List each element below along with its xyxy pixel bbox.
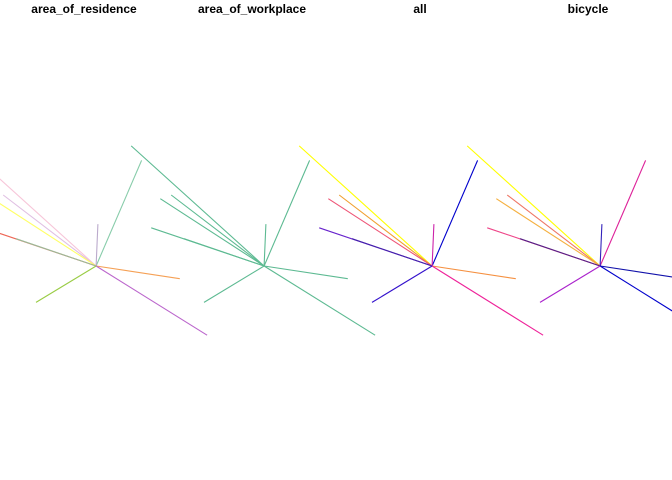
line-segment-4 [15, 238, 97, 267]
panel-lines [466, 145, 672, 312]
line-segment-5 [599, 160, 647, 267]
panel-title: area_of_residence [31, 2, 137, 16]
line-segment-8 [599, 265, 672, 312]
line-segment-8 [263, 265, 376, 336]
line-segment-1 [2, 194, 97, 267]
panel-title: area_of_workplace [198, 2, 306, 16]
line-segment-6 [95, 224, 99, 267]
line-segment-5 [431, 160, 479, 267]
line-segment-9 [539, 265, 601, 303]
panel-bicycle: bicycle [466, 2, 672, 312]
line-segment-6 [431, 224, 435, 267]
line-segment-7 [432, 265, 516, 280]
line-segment-9 [35, 265, 97, 303]
line-segment-0 [466, 145, 601, 267]
line-segment-4 [183, 238, 265, 267]
panel-area-of-workplace: area_of_workplace [130, 2, 376, 336]
line-segment-4 [351, 238, 433, 267]
line-segment-6 [599, 224, 603, 267]
line-segment-4 [519, 238, 601, 267]
line-segment-8 [95, 265, 208, 336]
line-segment-8 [431, 265, 544, 336]
panel-lines [130, 145, 376, 336]
line-segment-6 [263, 224, 267, 267]
line-segment-3 [0, 232, 97, 267]
panel-lines [298, 145, 544, 336]
panel-lines [0, 160, 208, 336]
line-segment-9 [371, 265, 433, 303]
panel-title: bicycle [568, 2, 609, 16]
line-segment-0 [298, 145, 433, 267]
line-segment-2 [160, 198, 265, 267]
panel-title: all [413, 2, 426, 16]
line-segment-7 [600, 265, 672, 278]
line-segment-0 [0, 178, 97, 267]
panel-area-of-residence: area_of_residence [0, 2, 208, 336]
line-segment-1 [170, 194, 265, 267]
line-segment-5 [95, 160, 143, 267]
line-segment-0 [130, 145, 265, 267]
line-segment-2 [496, 198, 601, 267]
line-segment-2 [328, 198, 433, 267]
line-segment-9 [203, 265, 265, 303]
line-segment-5 [263, 160, 311, 267]
line-segment-2 [0, 203, 97, 267]
line-segment-7 [264, 265, 348, 280]
panel-all: all [298, 2, 544, 336]
line-segment-1 [506, 194, 601, 267]
line-segment-7 [96, 265, 180, 280]
line-segment-1 [338, 194, 433, 267]
